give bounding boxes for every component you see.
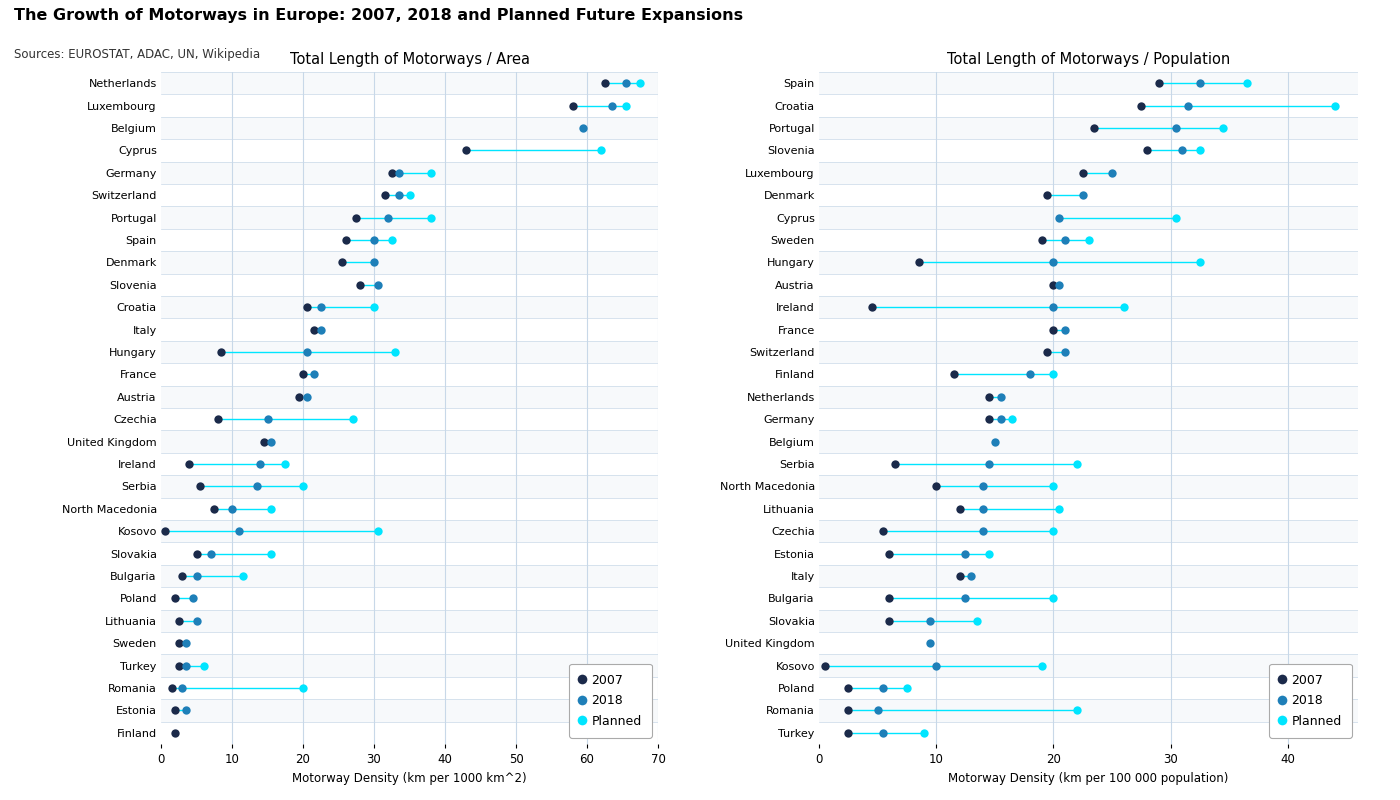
Text: The Growth of Motorways in Europe: 2007, 2018 and Planned Future Expansions: The Growth of Motorways in Europe: 2007,… bbox=[14, 8, 743, 23]
Bar bbox=[819, 162, 1358, 184]
Bar bbox=[819, 430, 1358, 453]
Bar bbox=[819, 610, 1358, 632]
Bar bbox=[161, 117, 658, 139]
Bar bbox=[161, 475, 658, 498]
Bar bbox=[819, 565, 1358, 587]
Bar bbox=[161, 341, 658, 363]
Bar bbox=[819, 699, 1358, 722]
Bar bbox=[819, 654, 1358, 677]
Bar bbox=[161, 654, 658, 677]
Bar bbox=[161, 565, 658, 587]
Bar bbox=[819, 296, 1358, 318]
Title: Total Length of Motorways / Population: Total Length of Motorways / Population bbox=[946, 52, 1231, 66]
Bar bbox=[819, 341, 1358, 363]
Legend: 2007, 2018, Planned: 2007, 2018, Planned bbox=[1268, 664, 1352, 738]
Bar bbox=[819, 72, 1358, 94]
Bar bbox=[819, 520, 1358, 542]
Bar bbox=[161, 251, 658, 274]
Bar bbox=[161, 520, 658, 542]
Bar bbox=[161, 610, 658, 632]
X-axis label: Motorway Density (km per 1000 km^2): Motorway Density (km per 1000 km^2) bbox=[293, 771, 526, 785]
Bar bbox=[161, 386, 658, 408]
Title: Total Length of Motorways / Area: Total Length of Motorways / Area bbox=[290, 52, 529, 66]
Bar bbox=[161, 162, 658, 184]
Bar bbox=[161, 430, 658, 453]
X-axis label: Motorway Density (km per 100 000 population): Motorway Density (km per 100 000 populat… bbox=[948, 771, 1229, 785]
Bar bbox=[819, 475, 1358, 498]
Bar bbox=[819, 386, 1358, 408]
Legend: 2007, 2018, Planned: 2007, 2018, Planned bbox=[568, 664, 652, 738]
Bar bbox=[819, 206, 1358, 229]
Bar bbox=[161, 296, 658, 318]
Text: Sources: EUROSTAT, ADAC, UN, Wikipedia: Sources: EUROSTAT, ADAC, UN, Wikipedia bbox=[14, 48, 260, 61]
Bar bbox=[161, 699, 658, 722]
Bar bbox=[819, 117, 1358, 139]
Bar bbox=[819, 251, 1358, 274]
Bar bbox=[161, 72, 658, 94]
Bar bbox=[161, 206, 658, 229]
